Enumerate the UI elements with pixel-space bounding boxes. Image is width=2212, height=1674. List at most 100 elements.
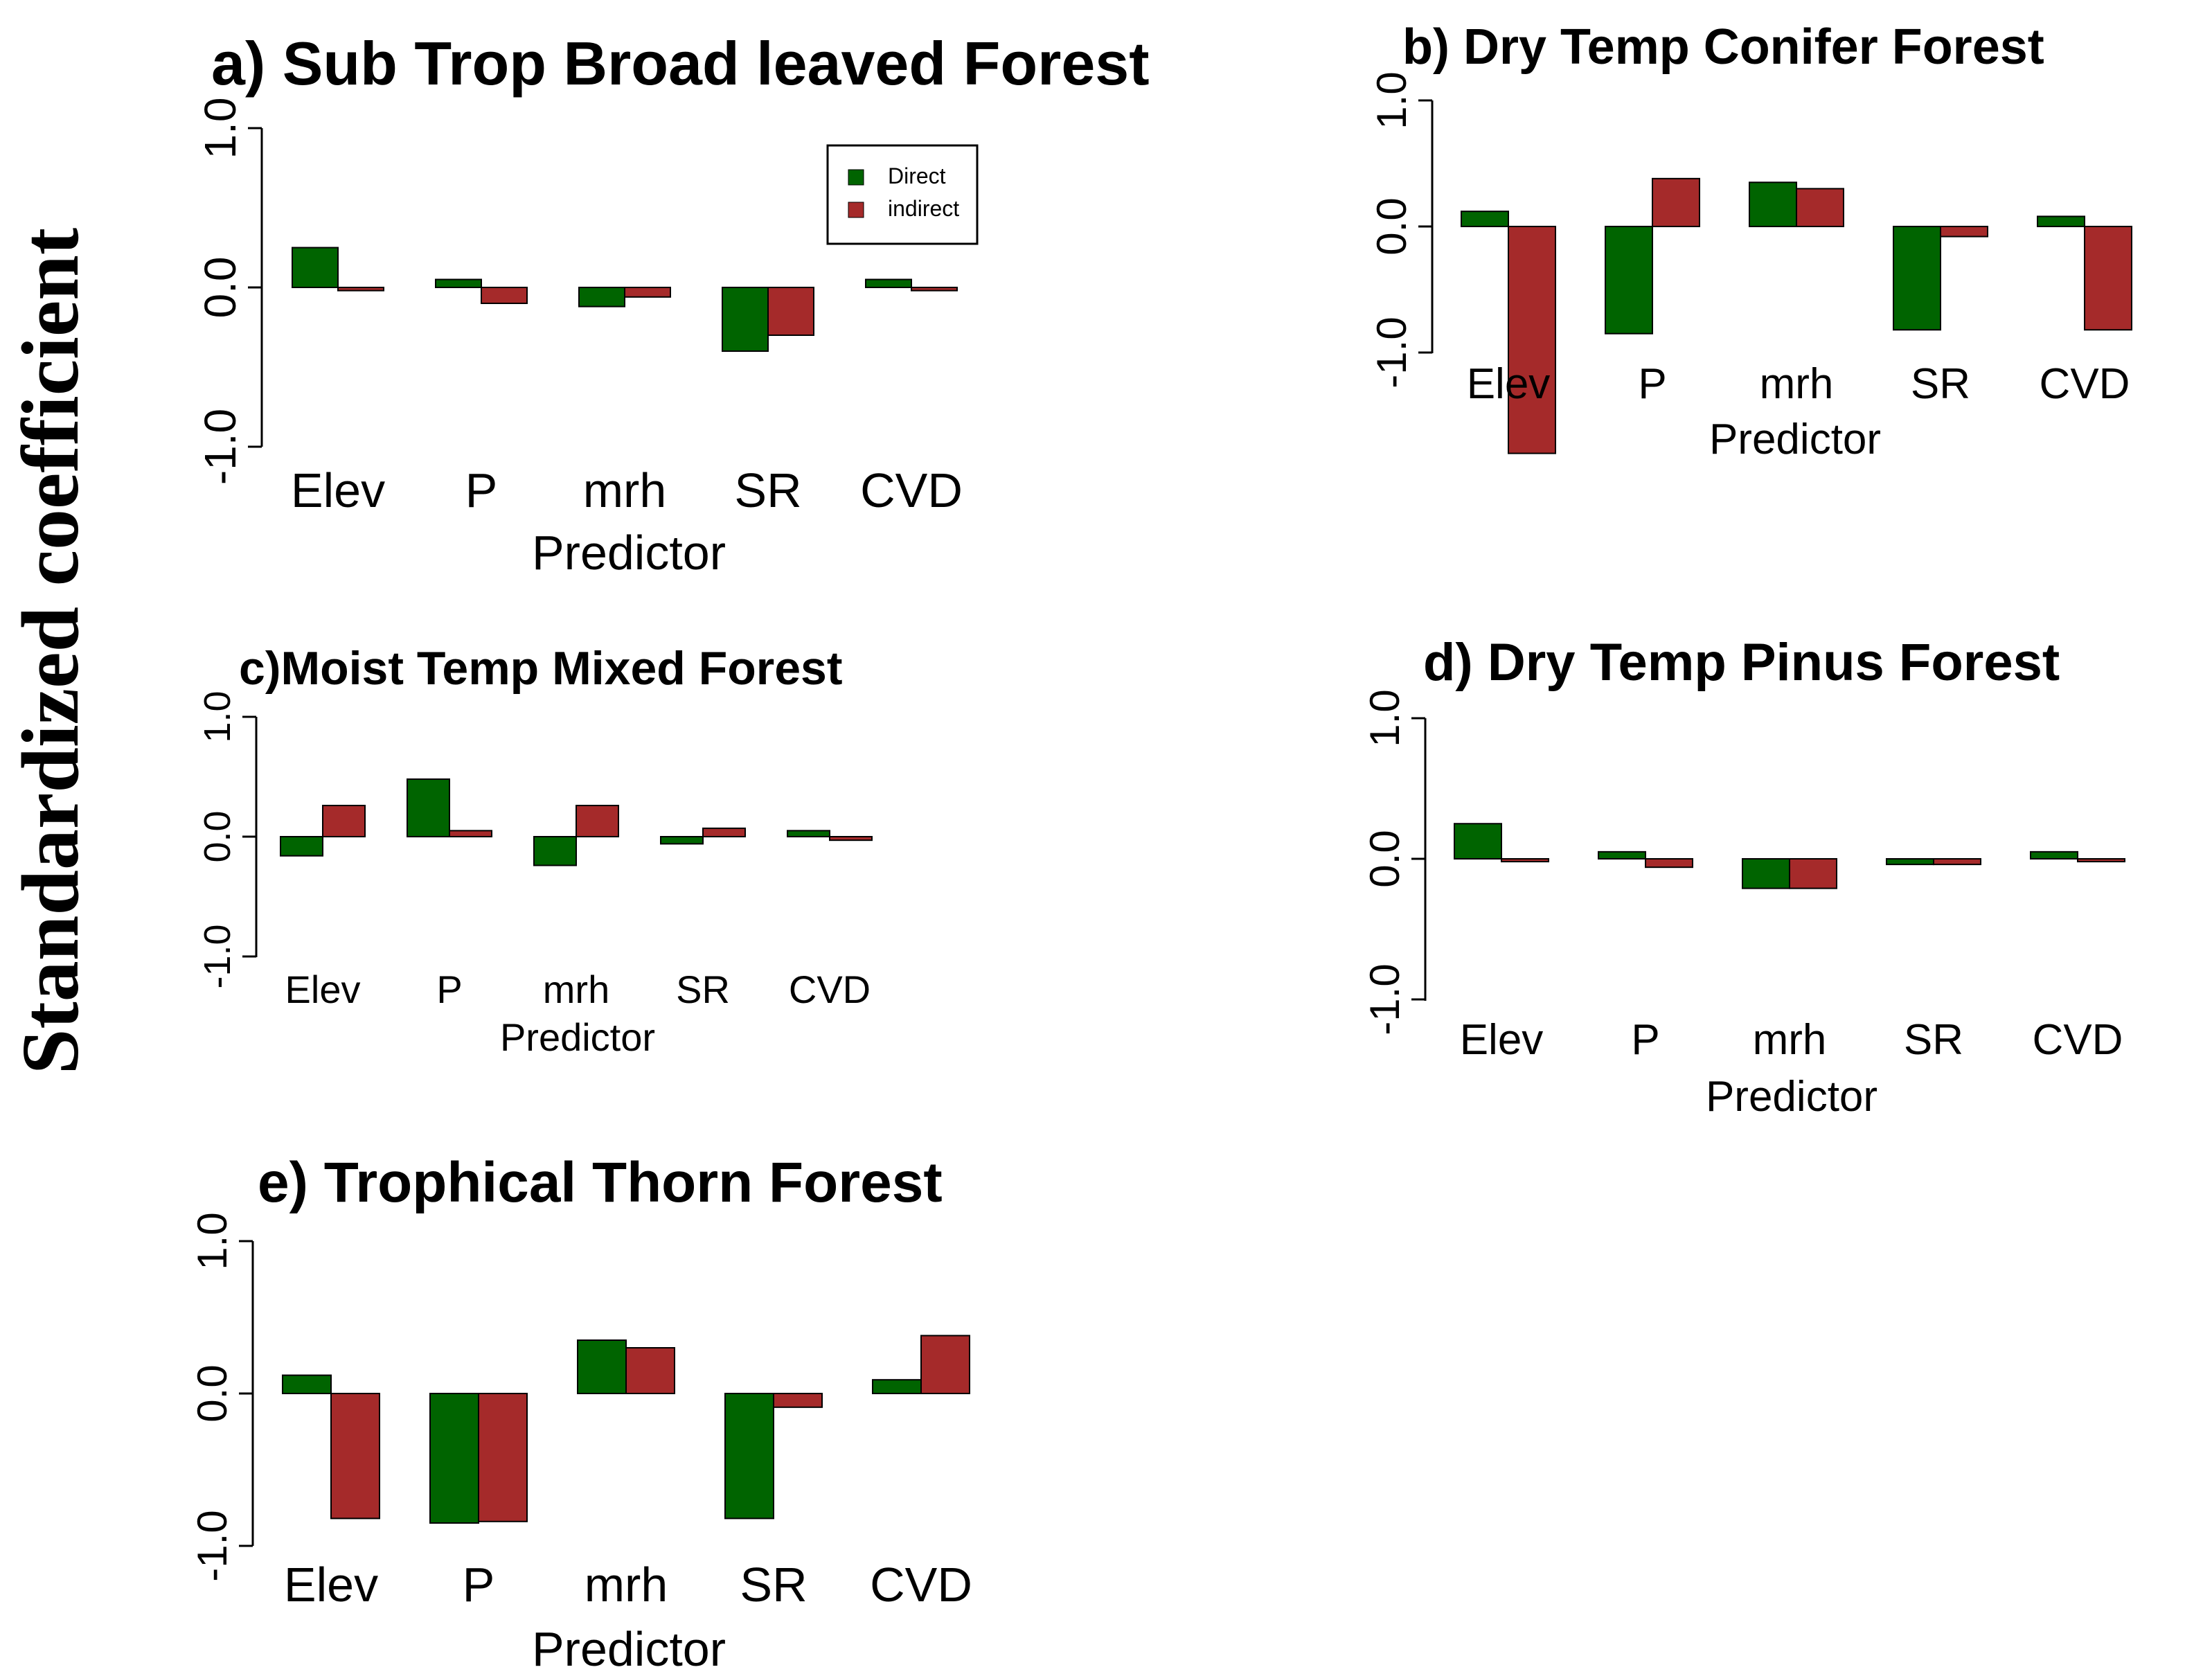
bar-direct-p — [429, 1393, 479, 1524]
y-tick-label: 1.0 — [195, 98, 245, 159]
bar-indirect-cvd — [911, 287, 958, 292]
bar-indirect-sr — [1940, 226, 1988, 238]
y-tick-label: -1.0 — [1362, 963, 1408, 1035]
x-tick-label: SR — [740, 1558, 807, 1612]
x-tick-label: CVD — [860, 463, 963, 517]
bar-direct-mrh — [1742, 858, 1790, 889]
x-tick-label: CVD — [870, 1558, 972, 1612]
bar-indirect-cvd — [2084, 226, 2132, 331]
x-axis-label: Predictor — [1709, 416, 1881, 463]
y-tick-label: 0.0 — [1362, 830, 1408, 887]
bar-indirect-sr — [702, 827, 746, 838]
x-tick-label: SR — [1911, 360, 1970, 408]
bar-indirect-p — [1652, 177, 1700, 227]
y-tick-label: 0.0 — [197, 810, 238, 862]
y-tick-label: 1.0 — [189, 1212, 235, 1270]
legend-label-indirect: indirect — [888, 196, 959, 221]
x-tick-label: P — [1631, 1016, 1659, 1064]
x-tick-label: P — [463, 1558, 495, 1612]
x-tick-label: SR — [1904, 1016, 1963, 1064]
bar-indirect-p — [478, 1393, 528, 1522]
y-tick-label: 1.0 — [1368, 71, 1415, 129]
bar-indirect-mrh — [624, 287, 671, 298]
y-tick-label: -1.0 — [195, 409, 245, 485]
x-tick-label: Elev — [291, 463, 385, 517]
figure-ylabel: Standardized coefficient — [5, 228, 96, 1074]
legend: Direct indirect — [826, 144, 979, 245]
legend-label-direct: Direct — [888, 163, 946, 188]
panel-title: a) Sub Trop Broad leaved Forest — [211, 29, 1150, 98]
x-tick-label: mrh — [543, 968, 609, 1011]
x-axis-label: Predictor — [1706, 1073, 1877, 1121]
bar-direct-elev — [1461, 211, 1509, 228]
bar-direct-cvd — [787, 830, 830, 837]
y-tick-label: 1.0 — [1362, 689, 1408, 747]
bar-indirect-elev — [1508, 226, 1556, 454]
bar-indirect-mrh — [1796, 188, 1844, 227]
x-tick-label: CVD — [2040, 360, 2130, 408]
bar-indirect-mrh — [576, 805, 619, 838]
bar-indirect-elev — [1501, 858, 1549, 863]
bar-direct-cvd — [865, 278, 912, 288]
bar-direct-p — [1598, 851, 1646, 860]
panel-title: b) Dry Temp Conifer Forest — [1402, 19, 2044, 75]
bar-direct-sr — [660, 836, 704, 845]
legend-swatch-indirect — [848, 202, 864, 218]
bar-indirect-p — [481, 287, 528, 304]
bar-indirect-cvd — [920, 1335, 970, 1395]
bar-direct-p — [1605, 226, 1653, 335]
bar-direct-mrh — [578, 287, 625, 308]
y-tick-label: -1.0 — [197, 924, 238, 988]
y-tick-label: -1.0 — [1368, 317, 1415, 388]
bar-indirect-cvd — [829, 836, 873, 842]
bar-direct-mrh — [1749, 181, 1797, 227]
bar-indirect-elev — [322, 805, 366, 838]
panel-title: c)Moist Temp Mixed Forest — [239, 642, 843, 695]
bar-direct-elev — [292, 247, 339, 288]
bar-indirect-p — [1645, 858, 1693, 869]
bar-direct-p — [407, 778, 450, 837]
x-tick-label: mrh — [1760, 360, 1834, 408]
x-tick-label: P — [436, 968, 462, 1011]
x-tick-label: SR — [676, 968, 730, 1011]
x-tick-label: P — [465, 463, 498, 517]
bar-direct-sr — [1893, 226, 1941, 331]
panel-title: d) Dry Temp Pinus Forest — [1423, 633, 2060, 692]
panel-e: e) Trophical Thorn Forest -1.0 0.0 1.0 Elev P… — [189, 1151, 972, 1674]
x-tick-label: CVD — [2033, 1016, 2123, 1064]
bar-indirect-elev — [330, 1393, 380, 1520]
bar-direct-cvd — [872, 1379, 922, 1394]
bar-indirect-cvd — [2077, 858, 2125, 863]
y-tick-label: 0.0 — [189, 1364, 235, 1422]
y-tick-label: -1.0 — [189, 1510, 235, 1581]
x-axis-label: Predictor — [532, 526, 726, 580]
legend-box — [826, 144, 979, 245]
bar-direct-cvd — [2030, 851, 2078, 860]
x-tick-label: SR — [734, 463, 801, 517]
x-tick-label: mrh — [583, 463, 667, 517]
x-tick-label: mrh — [585, 1558, 668, 1612]
x-tick-label: mrh — [1753, 1016, 1827, 1064]
panel-b: b) Dry Temp Conifer Forest -1.0 0.0 1.0 Elev… — [1368, 19, 2132, 463]
panel-title: e) Trophical Thorn Forest — [258, 1151, 943, 1214]
y-tick-label: 0.0 — [195, 257, 245, 319]
bar-direct-p — [435, 278, 482, 288]
bar-indirect-sr — [773, 1393, 823, 1408]
x-tick-label: Elev — [285, 968, 361, 1011]
bar-direct-sr — [1886, 858, 1934, 866]
x-tick-label: P — [1638, 360, 1666, 408]
bar-direct-sr — [722, 287, 769, 352]
x-tick-label: Elev — [284, 1558, 378, 1612]
bar-indirect-mrh — [625, 1347, 675, 1394]
bar-direct-elev — [282, 1374, 332, 1394]
x-axis-label: Predictor — [500, 1015, 655, 1059]
bar-direct-mrh — [533, 836, 577, 866]
bar-indirect-sr — [1933, 858, 1981, 866]
bar-indirect-p — [449, 830, 492, 837]
bar-direct-elev — [1454, 823, 1502, 860]
bar-direct-cvd — [2037, 215, 2085, 228]
y-tick-label: 0.0 — [1368, 197, 1415, 255]
x-axis-label: Predictor — [532, 1622, 726, 1674]
